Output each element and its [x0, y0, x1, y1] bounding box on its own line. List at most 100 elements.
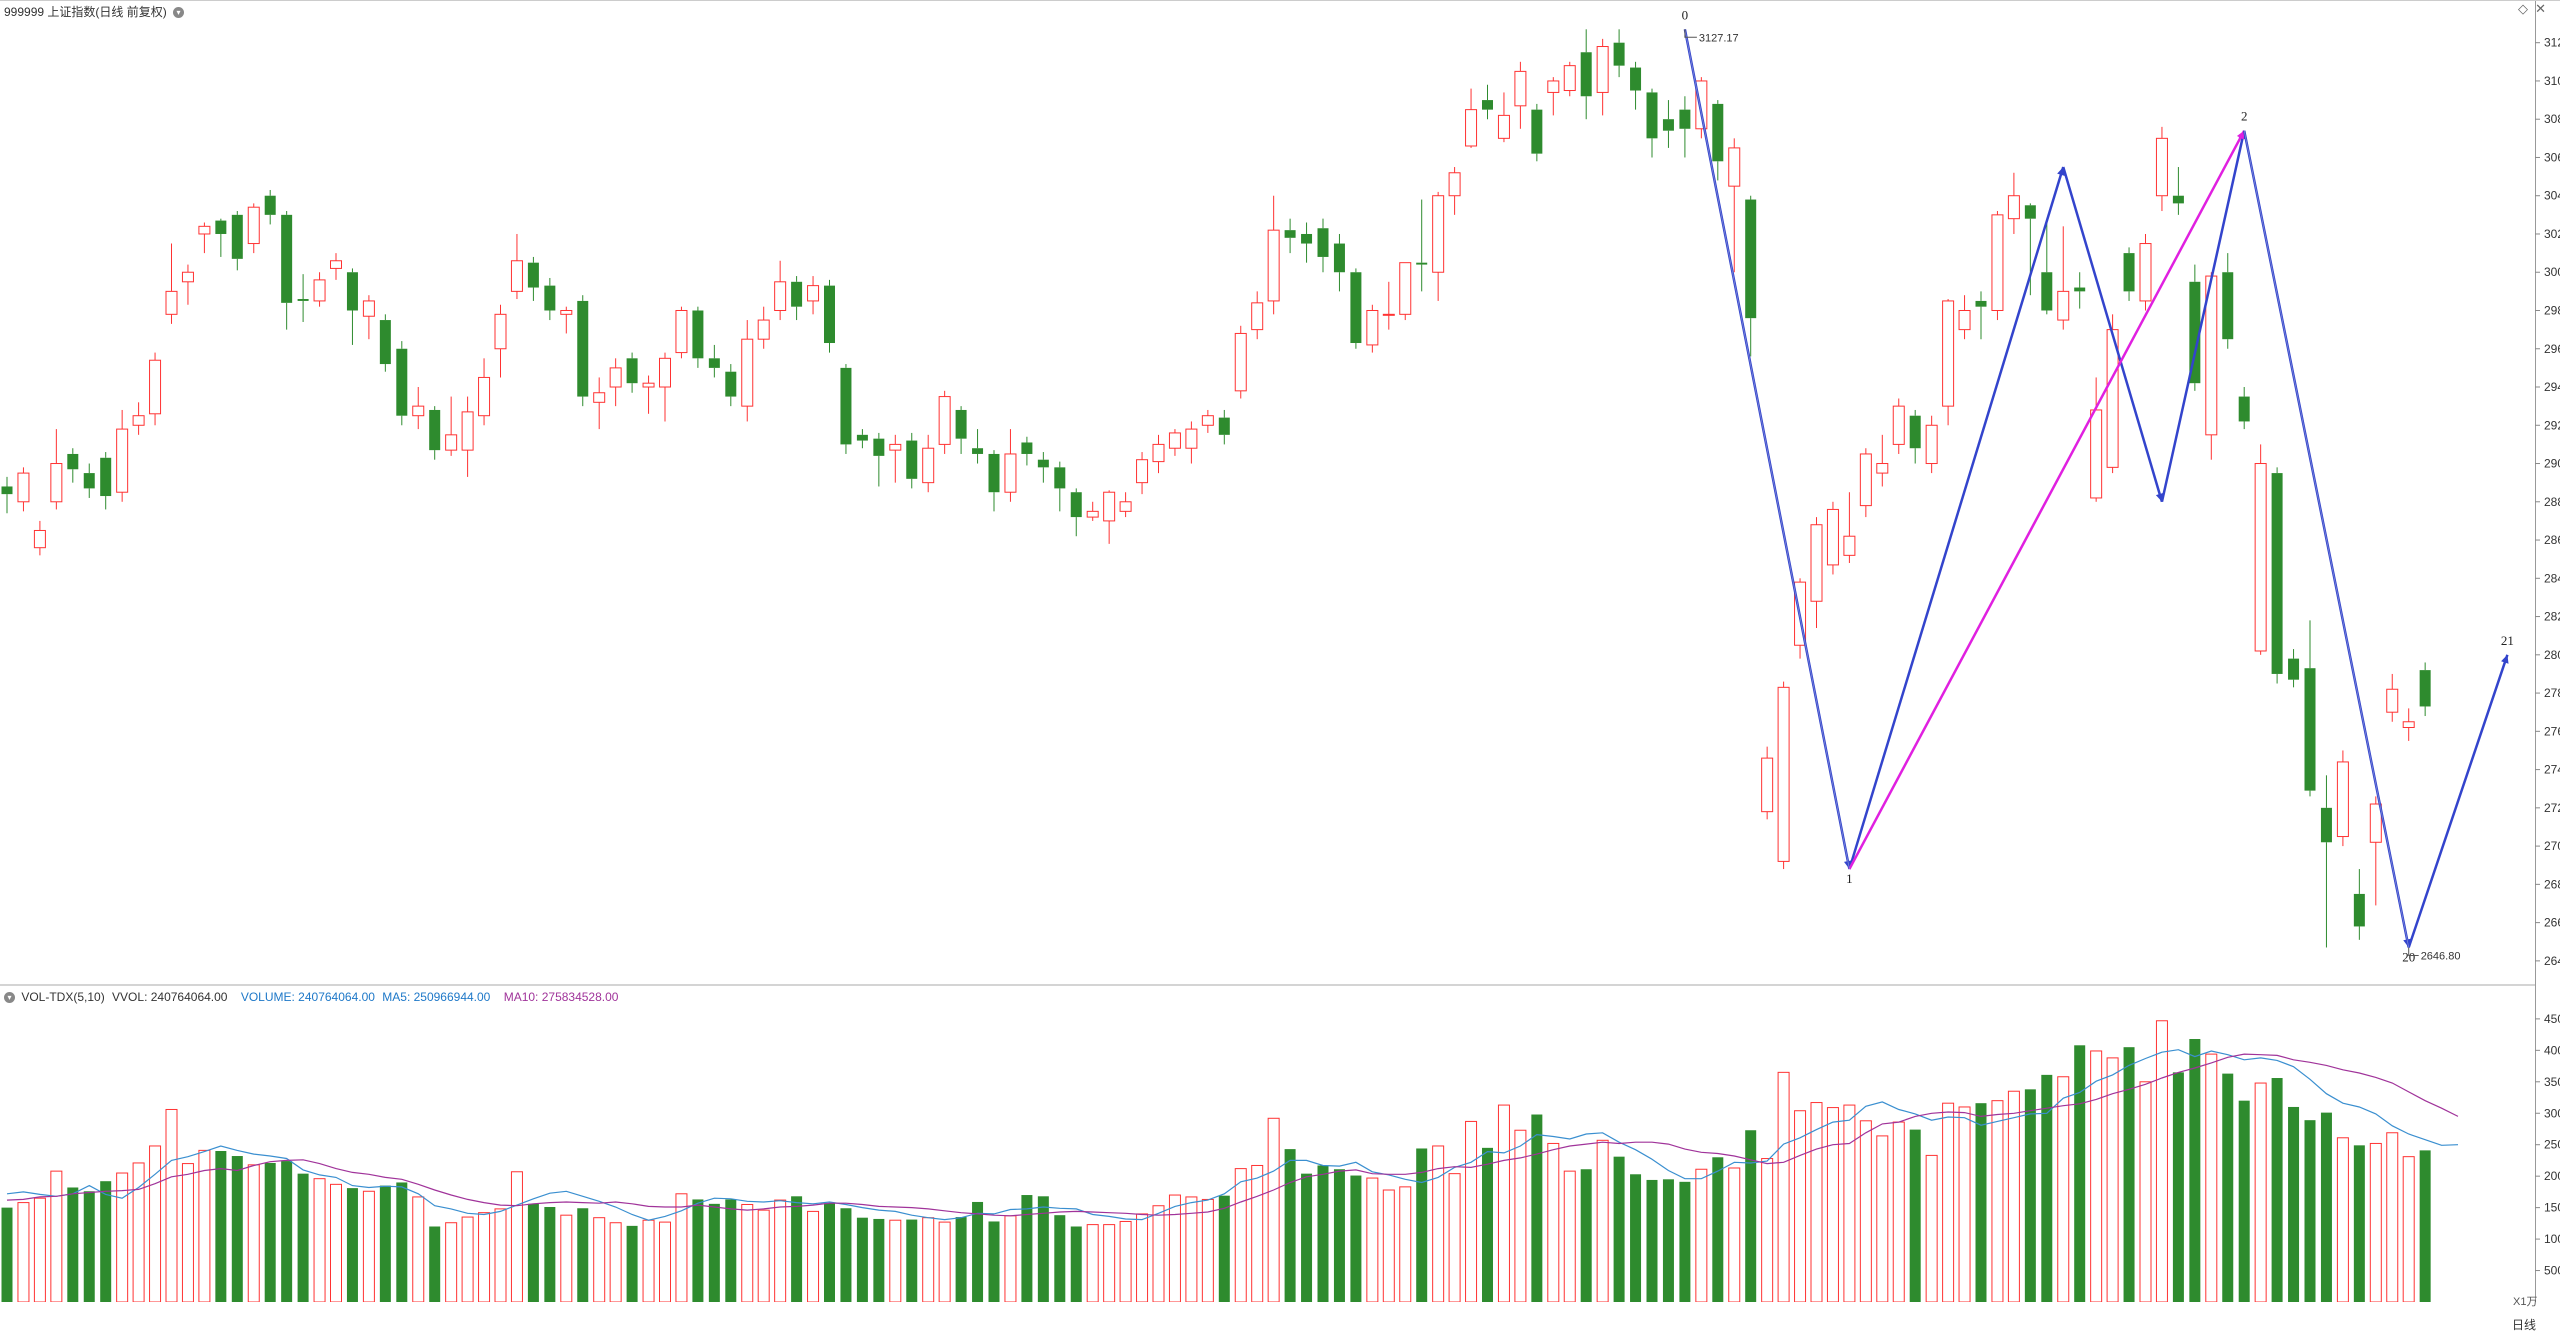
candle-body-down: [1975, 300, 1987, 307]
candle-body-down: [281, 214, 293, 303]
volume-bar-up: [1728, 1167, 1741, 1302]
volume-tick-label: 35000: [2544, 1075, 2560, 1089]
candle-body-up: [1810, 524, 1823, 602]
volume-bar-down: [2238, 1100, 2250, 1302]
candle-body-up: [2336, 761, 2349, 838]
candle-body-up: [1761, 757, 1774, 813]
volume-bar-down: [1070, 1226, 1082, 1302]
volume-bar-down: [2024, 1089, 2036, 1302]
volume-bar-down: [281, 1161, 293, 1302]
volume-bar-down: [1284, 1149, 1296, 1302]
candle-body-up: [1826, 508, 1839, 566]
price-tick-label: 2680: [2544, 877, 2560, 891]
candle-body-up: [1695, 80, 1708, 130]
candle-body-up: [116, 428, 129, 493]
volume-bar-down: [1745, 1130, 1757, 1302]
candle-body-up: [1366, 309, 1379, 346]
candle-body-down: [67, 453, 79, 470]
volume-tick-label: 25000: [2544, 1138, 2560, 1152]
candle-body-down: [791, 281, 803, 307]
volume-bar-down: [840, 1208, 852, 1302]
volume-bar-down: [2172, 1072, 2184, 1302]
volume-bar-down: [791, 1196, 803, 1302]
candle-body-up: [2402, 721, 2415, 729]
volume-bar-down: [2189, 1039, 2201, 1302]
candle-body-up: [1168, 432, 1181, 449]
wave-line: [2160, 130, 2246, 503]
price-tick-label: 2800: [2544, 648, 2560, 662]
volume-bar-down: [1301, 1173, 1313, 1302]
volume-bar-down: [2222, 1073, 2234, 1302]
candle-body-up: [2106, 329, 2119, 468]
volume-bar-up: [2057, 1076, 2070, 1302]
volume-bar-up: [510, 1171, 523, 1302]
ma5-line: [6, 1049, 2459, 1221]
candle-body-up: [1267, 229, 1280, 302]
candle-body-up: [412, 405, 425, 417]
wave-point-label: 21: [2501, 633, 2514, 648]
candle-body-down: [2238, 396, 2250, 422]
volume-bar-up: [1366, 1177, 1379, 1302]
volume-bar-down: [1350, 1175, 1362, 1302]
volume-bar-up: [1465, 1120, 1478, 1302]
volume-layer: [1, 1020, 2459, 1302]
volume-bar-up: [2007, 1090, 2020, 1302]
candle-body-down: [1646, 92, 1658, 139]
close-icon[interactable]: ✕: [2535, 1, 2546, 16]
volume-bar-down: [2320, 1112, 2332, 1302]
volume-bar-up: [17, 1202, 30, 1302]
candle-body-down: [1613, 42, 1625, 66]
volume-bar-up: [922, 1217, 935, 1302]
volume-bar-up: [1432, 1145, 1445, 1302]
volume-tick-label: 45000: [2544, 1012, 2560, 1026]
candle-body-up: [132, 415, 145, 426]
chart-title: 999999 上证指数(日线 前复权): [4, 5, 167, 19]
volume-bar-down: [1646, 1179, 1658, 1302]
volume-bar-up: [757, 1209, 770, 1302]
candle-body-up: [2155, 137, 2168, 197]
volume-bar-up: [362, 1190, 375, 1302]
price-tick-label: 3000: [2544, 265, 2560, 279]
volume-bar-up: [1514, 1129, 1527, 1302]
candle-body-up: [2386, 688, 2399, 713]
candle-body-down: [100, 457, 112, 497]
candle-body-down: [2271, 473, 2283, 674]
volume-bar-down: [429, 1226, 441, 1302]
volume-bar-up: [330, 1183, 342, 1302]
diamond-icon[interactable]: ◇: [2518, 1, 2528, 16]
circle-down-icon[interactable]: ▾: [4, 992, 15, 1004]
volume-bar-down: [100, 1181, 112, 1302]
volume-bar-up: [313, 1178, 326, 1302]
candle-body-up: [1843, 535, 1856, 556]
volume-bar-down: [1712, 1157, 1724, 1302]
price-tick-label: 2660: [2544, 916, 2560, 930]
candle-body-up: [741, 338, 754, 407]
volume-bar-up: [1004, 1215, 1017, 1302]
volume-bar-up: [675, 1193, 688, 1302]
circle-down-icon[interactable]: ▾: [173, 7, 185, 19]
candle-body-up: [560, 309, 573, 315]
candle-body-up: [938, 396, 951, 445]
candle-body-up: [1201, 415, 1214, 426]
candle-body-up: [1432, 195, 1445, 273]
candle-body-up: [1942, 300, 1955, 407]
wave-point-label: 2: [2241, 109, 2248, 124]
volume-bar-up: [478, 1212, 491, 1302]
price-tick-label: 2640: [2544, 954, 2560, 968]
volume-bar-up: [412, 1196, 425, 1302]
volume-bar-up: [774, 1199, 787, 1302]
price-tick-label: 2860: [2544, 533, 2560, 547]
candle-body-down: [577, 300, 589, 397]
volume-bar-up: [593, 1217, 606, 1302]
chart-frame: [0, 0, 2560, 1302]
candle-body-down: [396, 348, 408, 416]
candle-body-up: [1859, 453, 1872, 507]
candle-body-down: [2288, 658, 2300, 680]
volume-bar-up: [1942, 1102, 1955, 1302]
candle-body-down: [856, 434, 868, 441]
candle-body-down: [1531, 109, 1543, 154]
volume-bar-up: [1596, 1139, 1609, 1302]
candle-body-down: [2419, 670, 2431, 707]
volume-bar-down: [692, 1199, 704, 1302]
period-label[interactable]: 日线: [2512, 1318, 2537, 1332]
